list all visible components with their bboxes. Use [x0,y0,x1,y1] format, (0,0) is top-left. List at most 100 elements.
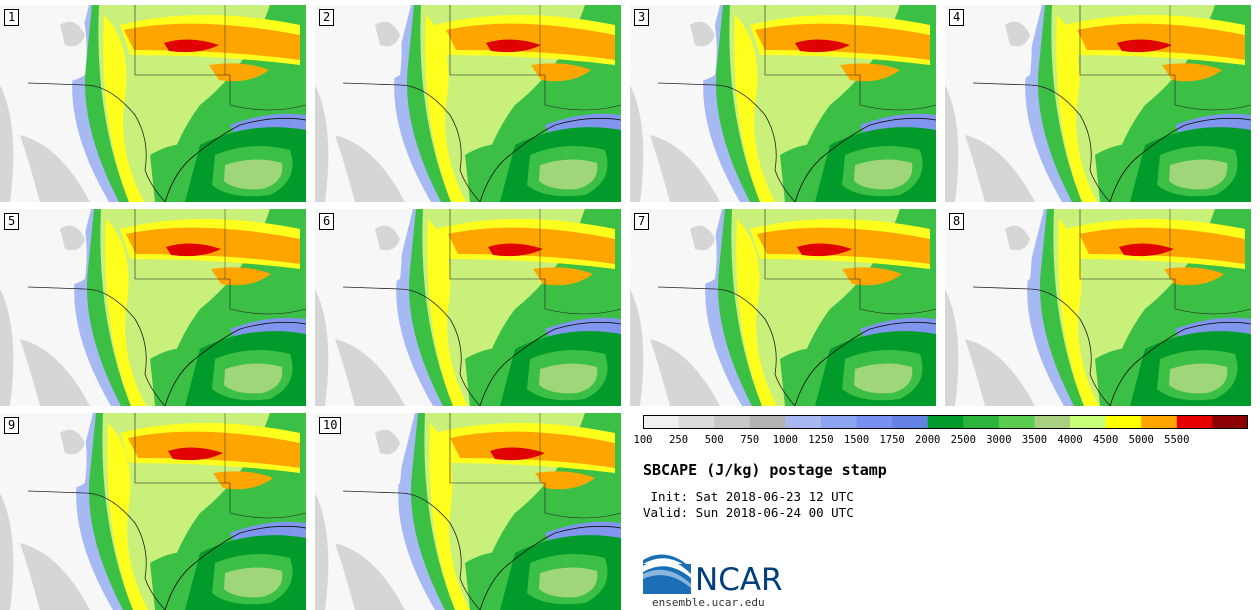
figure-title: SBCAPE (J/kg) postage stamp [643,461,887,479]
cape-region [1095,347,1145,406]
cape-region [1095,143,1145,202]
cape-region [755,23,930,61]
colorbar-tick-label: 1750 [879,434,905,446]
state-border-line [1079,5,1251,111]
cape-region [0,289,14,406]
cape-region [375,225,400,251]
cape-region [965,339,1035,406]
cape-region [335,339,405,406]
cape-region [1162,63,1222,82]
texas-border-line [342,490,481,610]
gulf-coastline [1109,117,1251,202]
gulf-coastline [164,117,306,202]
cape-region [854,363,913,394]
cape-region [20,135,90,202]
colorbar-tick-label: 3500 [1021,434,1048,446]
cape-region [124,23,300,61]
cape-region [375,21,400,47]
cape-region [630,85,644,202]
valid-time: Valid: Sun 2018-06-24 00 UTC [643,505,854,520]
cape-region [209,63,269,82]
colorbar-bin [785,415,822,429]
colorbar-bin [1070,415,1107,429]
texas-border-line [342,82,481,202]
gulf-coastline [164,525,306,610]
colorbar-bin [714,415,751,429]
postage-stamp-panel: 8 [945,209,1251,406]
cape-region [690,21,715,47]
cape-region [20,543,90,610]
state-border-line [449,209,621,315]
postage-stamp-panel: 10 [315,413,621,610]
texas-border-line [27,82,166,202]
cape-region [150,347,200,406]
cape-region [60,429,85,455]
cape-region [105,219,146,406]
texas-border-line [342,286,481,406]
cape-region [1169,159,1228,190]
cape-region [429,423,470,610]
state-border-line [1079,209,1251,315]
cape-region [842,267,902,286]
cape-region [531,63,591,82]
cape-region [488,243,543,257]
sbcape-map [945,209,1251,406]
cape-region [213,471,273,490]
cape-region [1169,363,1228,394]
cape-region [795,39,850,53]
cape-region [315,493,329,610]
cape-region [425,15,466,202]
ensemble-url: ensemble.ucar.edu [652,596,765,609]
cape-region [168,447,223,461]
ensemble-member-label: 4 [949,9,965,26]
sbcape-map [0,5,306,202]
ensemble-member-label: 9 [4,417,20,434]
colorbar-bin [643,415,680,429]
cape-region [650,339,720,406]
colorbar-bin [1176,415,1213,429]
cape-region [757,227,930,264]
colorbar-tick-label: 500 [704,434,724,446]
init-time: Init: Sat 2018-06-23 12 UTC [643,489,854,504]
cape-region [103,15,144,202]
texas-border-line [657,82,796,202]
sbcape-colorbar [643,415,1248,429]
cape-region [965,135,1035,202]
cape-region [375,429,400,455]
sbcape-map [315,413,621,610]
texas-border-line [27,490,166,610]
gulf-coastline [794,321,936,406]
cape-region [0,493,14,610]
gulf-coastline [1109,321,1251,406]
colorbar-bin [998,415,1035,429]
cape-region [1058,219,1099,406]
texas-border-line [27,286,166,406]
cape-region [60,21,85,47]
state-border-line [449,413,621,519]
sbcape-map [315,209,621,406]
ensemble-member-label: 6 [319,213,335,230]
colorbar-tick-label: 2500 [950,434,976,446]
cape-region [128,431,300,468]
cape-region [465,551,515,610]
colorbar-bin [1105,415,1142,429]
cape-region [315,289,329,406]
cape-region [535,471,595,490]
cape-region [690,225,715,251]
cape-region [1164,267,1224,286]
cape-region [736,219,777,406]
cape-region [650,135,720,202]
colorbar-tick-label: 3000 [986,434,1012,446]
sbcape-map [315,5,621,202]
cape-region [780,143,830,202]
colorbar-tick-label: 250 [669,434,689,446]
ensemble-member-label: 7 [634,213,650,230]
gulf-coastline [479,117,621,202]
sbcape-map [0,413,306,610]
colorbar-bin [927,415,964,429]
ncar-logo-text: NCAR [695,562,783,598]
sbcape-map [630,5,936,202]
cape-region [150,551,200,610]
texas-border-line [657,286,796,406]
postage-stamp-panel: 3 [630,5,936,202]
